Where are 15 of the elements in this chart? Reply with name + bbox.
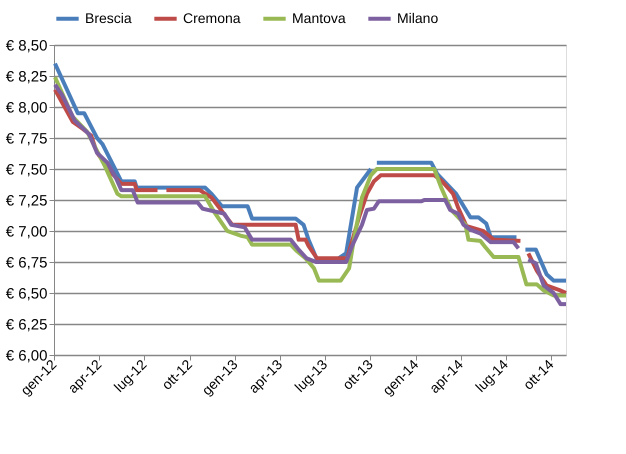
y-tick-label: € 6,00 <box>6 348 48 364</box>
y-tick-label: € 8,25 <box>6 68 48 86</box>
y-tick-label: € 6,75 <box>6 254 48 272</box>
y-tick-label: € 7,00 <box>6 224 48 240</box>
y-tick-label: € 6,25 <box>6 316 48 334</box>
y-tick-label: € 7,25 <box>6 192 48 210</box>
legend-label: Brescia <box>85 10 132 26</box>
y-tick-label: € 7,50 <box>6 162 48 178</box>
y-tick-label: € 7,75 <box>6 130 48 148</box>
y-tick-label: € 6,50 <box>6 286 48 302</box>
legend-label: Cremona <box>183 10 241 26</box>
legend-label: Mantova <box>292 10 346 26</box>
legend-label: Milano <box>397 10 438 26</box>
y-tick-label: € 8,00 <box>6 100 48 116</box>
y-tick-label: € 8,50 <box>6 38 48 54</box>
